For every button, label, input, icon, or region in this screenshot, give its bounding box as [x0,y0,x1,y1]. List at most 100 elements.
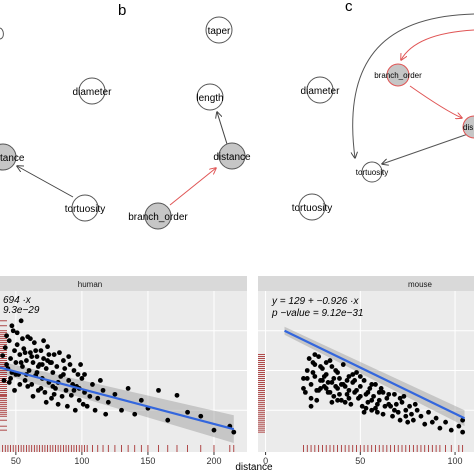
edge-branch-order-distance [169,168,216,206]
data-point [323,360,329,365]
data-point [22,378,28,383]
data-point [378,385,384,391]
panel-c: c branch_order diameter tortuosity tortu… [292,0,474,221]
data-point [318,364,323,369]
data-point [329,380,335,385]
data-point [443,419,448,425]
data-point [42,389,48,395]
node-c-tortuosity: tortuosity [292,193,332,221]
data-point [31,340,37,346]
data-point [365,389,371,395]
data-point [174,392,180,398]
data-point [75,372,81,377]
tick-label: 50 [11,456,21,466]
data-point [363,405,369,411]
data-point [312,362,318,367]
data-point [105,399,111,405]
data-point [433,415,439,421]
data-point [76,397,82,403]
data-point [321,374,327,379]
data-point [1,378,7,383]
data-point [41,338,46,344]
data-point [395,409,401,415]
data-point [374,409,380,415]
data-point [374,401,380,407]
data-point [156,387,161,393]
data-point [346,374,352,379]
data-point [335,370,340,375]
data-point [393,401,399,407]
tick-label: 0 [263,456,268,466]
strip-human [0,276,247,291]
panel-b: b taper diameter length distance tance [0,2,251,230]
data-point [337,391,342,397]
tick-label: 200 [206,456,221,466]
edge-branch-order-dis [409,85,462,118]
data-point [38,385,44,391]
equation-mouse: y = 129 + −0.926 ·x [271,296,359,307]
svg-text:tortuosity: tortuosity [65,204,106,215]
strip-label-mouse: mouse [408,280,433,289]
data-point [66,354,72,359]
data-point [72,407,78,413]
svg-text:diameter: diameter [301,86,341,97]
data-point [308,395,314,401]
data-point [359,403,365,409]
data-point [429,419,435,425]
panel-letter-c: c [345,0,353,15]
data-point [95,395,101,401]
data-point [312,352,318,358]
data-point [437,425,443,431]
data-point [301,385,306,391]
data-point [67,362,73,367]
data-point [26,368,32,373]
data-point [369,382,375,387]
node-c-branch-order: branch_order [374,63,422,87]
clipped-node-b [0,27,4,40]
data-point [422,421,428,427]
data-point [460,429,466,435]
data-point [327,358,333,363]
data-point [43,399,49,405]
data-point [4,362,10,367]
data-point [382,403,388,409]
data-point [323,385,329,391]
data-point [22,350,28,356]
grid-human [0,291,247,452]
data-point [46,352,52,358]
tick-label: 150 [140,456,155,466]
data-point [338,397,344,403]
data-point [327,389,333,395]
data-point [51,391,57,397]
pvalue-mouse: p −value = 9.12e−31 [271,308,363,319]
data-point [6,338,12,344]
data-point [90,382,95,387]
data-point [103,411,109,417]
data-point [350,372,356,377]
data-point [185,409,190,415]
data-point [392,391,397,397]
data-point [71,387,77,393]
data-point [13,360,19,365]
data-point [405,419,411,425]
data-point [132,411,138,417]
data-point [17,352,23,358]
data-point [100,387,106,393]
data-point [14,342,20,348]
data-point [12,348,17,354]
data-point [13,372,19,377]
data-point [18,318,24,324]
data-point [20,336,25,342]
rug-x-mouse [303,445,464,452]
data-point [390,413,395,419]
data-point [344,378,350,383]
data-point [8,376,13,381]
svg-text:tance: tance [0,153,25,164]
panel-letter-b: b [118,2,126,19]
data-point [401,393,407,399]
facet-mouse: mouse y = 129 + −0.926 ·x p −value = 9.1… [258,276,474,466]
data-point [310,370,316,375]
data-point [50,370,56,375]
data-point [338,382,344,387]
rug-y-mouse [258,354,265,433]
